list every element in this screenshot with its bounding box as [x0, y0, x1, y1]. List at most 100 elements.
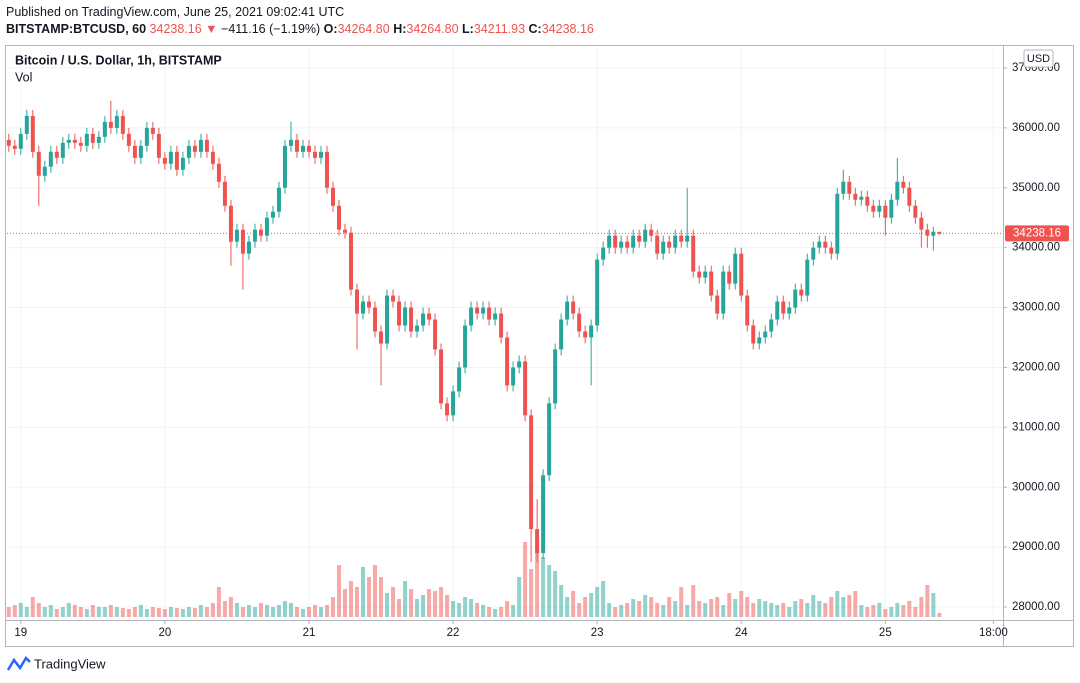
candle-body [589, 325, 594, 338]
volume-bar [883, 609, 888, 617]
candle-body [493, 313, 498, 320]
volume-bar [469, 599, 474, 617]
candle-body [829, 247, 834, 254]
chart-frame [5, 45, 1074, 647]
candle-body [889, 199, 894, 218]
volume-bar [481, 605, 486, 617]
candle-body [835, 193, 840, 254]
candle-body [925, 229, 930, 236]
volume-bar [547, 565, 552, 617]
volume-bar [276, 605, 281, 617]
volume-bar [138, 605, 143, 617]
volume-bar [168, 607, 173, 617]
candle-body [571, 301, 576, 314]
volume-bar [925, 585, 930, 617]
volume-bar [216, 587, 221, 617]
volume-bar [174, 608, 179, 617]
brand: TradingView [34, 656, 106, 671]
volume-bar [601, 581, 606, 617]
volume-bar [126, 609, 131, 617]
volume-bar [385, 593, 390, 617]
candle-body [433, 319, 438, 350]
volume-bar [42, 607, 47, 617]
volume-bar [805, 603, 810, 617]
volume-bar [312, 605, 317, 617]
candle-body [324, 151, 329, 188]
volume-bar [463, 597, 468, 617]
volume-bar [505, 601, 510, 617]
candle-body [757, 337, 762, 344]
volume-bar [625, 603, 630, 617]
candle-body [577, 313, 582, 332]
volume-bar [66, 603, 71, 617]
x-tick-label: 24 [735, 627, 748, 639]
candle-body [84, 133, 89, 146]
volume-bar [781, 603, 786, 617]
candle-body [817, 241, 822, 248]
candle-body [150, 127, 155, 134]
candle-body [649, 229, 654, 236]
volume-bar [6, 607, 11, 617]
volume-bar [715, 597, 720, 617]
volume-bar [60, 607, 65, 617]
candle-body [547, 403, 552, 476]
candle-body [457, 367, 462, 392]
candle-body [355, 289, 360, 314]
candle-body [234, 229, 239, 242]
close-value: 34238.16 [541, 22, 594, 36]
candle-body [138, 145, 143, 158]
candle-body [294, 139, 299, 152]
candle-body [739, 253, 744, 296]
candle-body [541, 475, 546, 554]
x-tick-label: 25 [879, 627, 892, 639]
volume-bar [48, 605, 53, 617]
volume-bar [871, 605, 876, 617]
volume-bar [234, 603, 239, 617]
candle-body [535, 529, 540, 554]
volume-bar [535, 551, 540, 617]
volume-bar [306, 607, 311, 617]
candle-body [775, 301, 780, 320]
volume-bar [180, 609, 185, 617]
currency-box[interactable] [1023, 49, 1054, 68]
volume-bar [895, 603, 900, 617]
volume-bar [439, 587, 444, 617]
candle-body [42, 166, 47, 176]
quote-line: BITSTAMP:BTCUSD, 60 34238.16 ▼ −411.16 (… [6, 22, 594, 36]
volume-bar [355, 587, 360, 617]
volume-bar [793, 601, 798, 617]
volume-bar [204, 607, 209, 617]
candle-body [865, 196, 870, 206]
candle-body [619, 241, 624, 248]
candle-body [54, 151, 59, 158]
candle-body [78, 142, 83, 146]
volume-bar [673, 601, 678, 617]
candle-body [511, 367, 516, 386]
volume-bar [721, 605, 726, 617]
candle-body [859, 196, 864, 200]
candle-body [871, 205, 876, 212]
volume-bar [517, 577, 522, 617]
candle-body [469, 307, 474, 326]
candle-body [763, 331, 768, 338]
candle-body [769, 319, 774, 332]
y-tick-label: 35000.00 [1012, 182, 1060, 194]
axes: 28000.00 29000.00 30000.00 31000.00 32000.00… [7, 62, 1069, 639]
volume-bar [330, 597, 335, 617]
candle-body [114, 115, 119, 128]
candle-body [445, 403, 450, 416]
volume-bar [367, 577, 372, 617]
candle-body [655, 235, 660, 254]
volume-bar [144, 609, 149, 617]
currency[interactable]: USD [1027, 53, 1050, 65]
volume-bar [252, 607, 257, 617]
candle-body [529, 415, 534, 530]
volume-bar [198, 605, 203, 617]
volume-bar [222, 601, 227, 617]
volume-bar [613, 607, 618, 617]
candle-body [162, 157, 167, 164]
candle-body [751, 325, 756, 344]
candle-body [48, 151, 53, 167]
candle-body [799, 289, 804, 296]
candle-body [691, 235, 696, 272]
